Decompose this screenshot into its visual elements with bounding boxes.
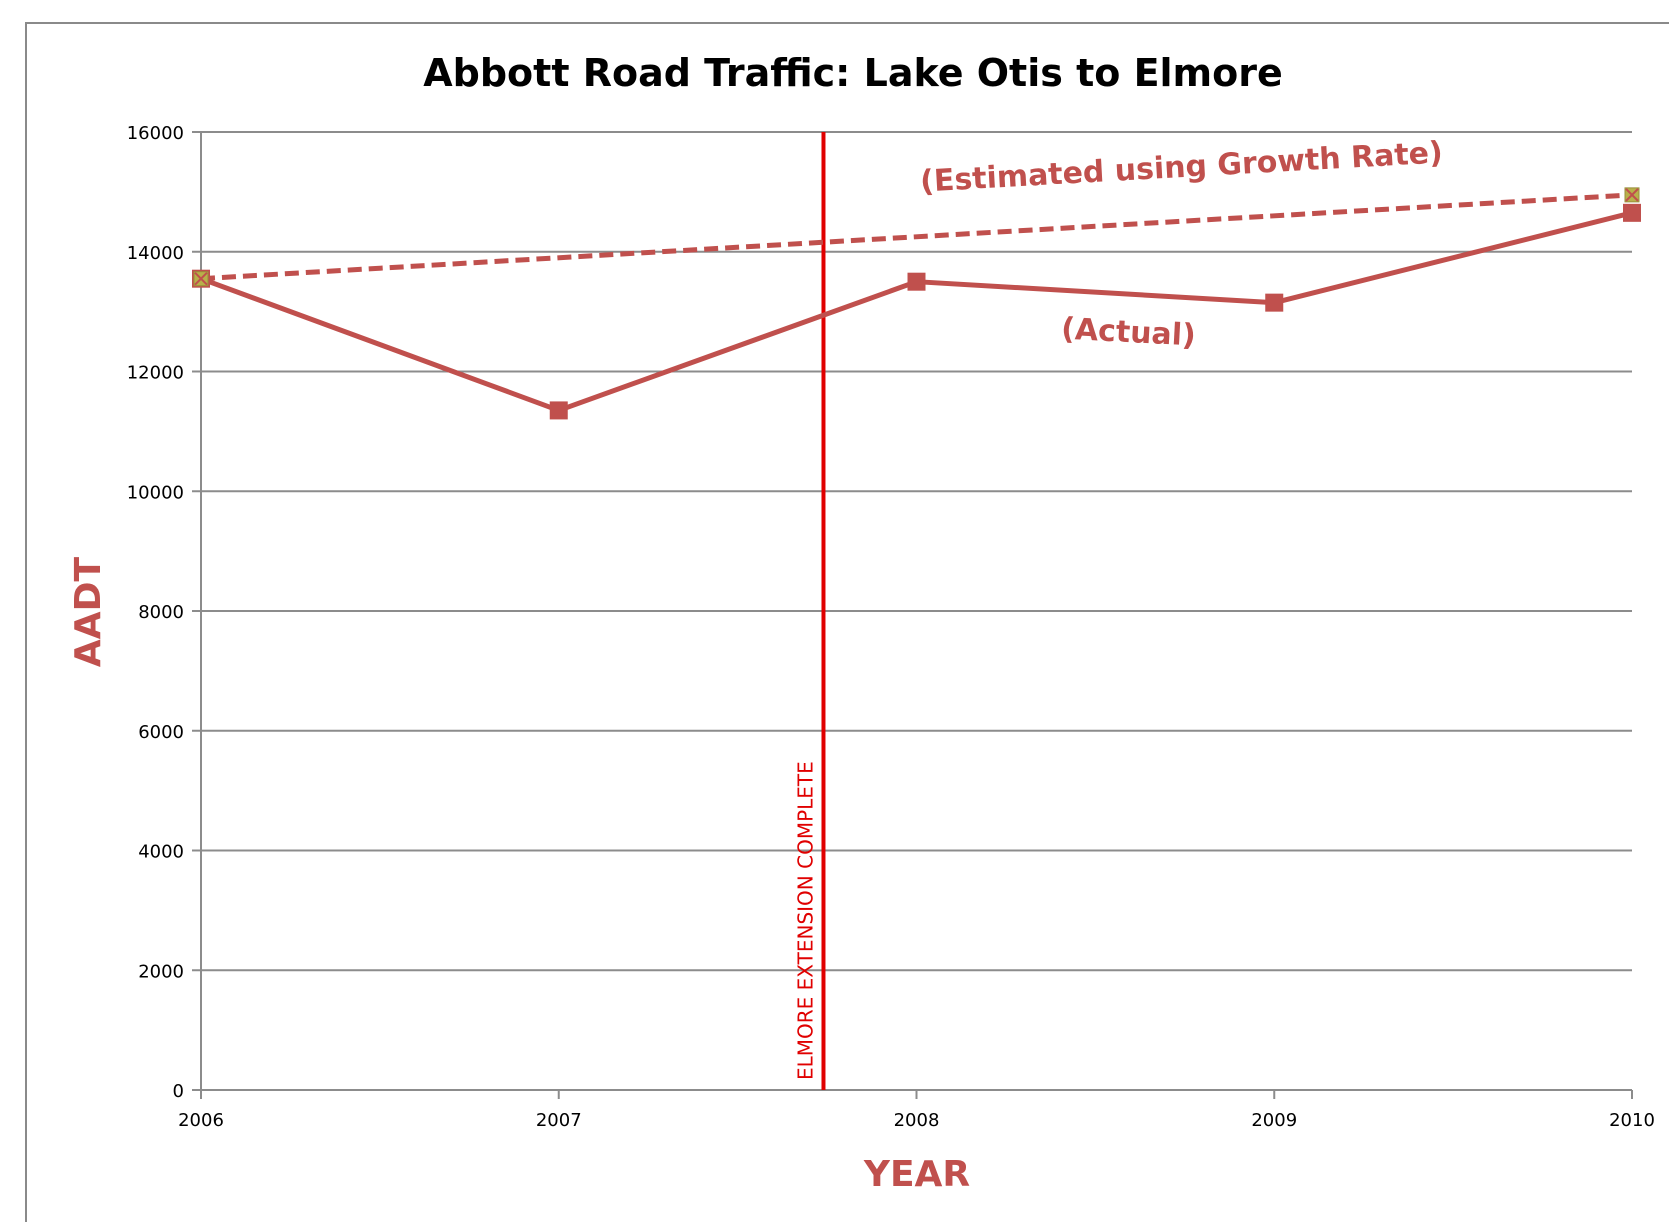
x-axis-label: YEAR [863,1154,970,1195]
series-line-actual [200,210,1633,413]
vertical-marker-label: ELMORE EXTENSION COMPLETE [793,761,817,1080]
y-tick-label-0: 0 [173,1081,184,1102]
series-group [192,187,1641,420]
y-tick-label-16000: 16000 [127,123,184,144]
chart-frame [25,22,1669,1222]
series-label-actual: (Actual) [1060,312,1196,354]
series-line-estimated [200,192,1633,282]
y-tick-label-10000: 10000 [127,482,184,503]
x-tick-label-2006: 2006 [178,1110,224,1131]
vertical-marker: ELMORE EXTENSION COMPLETE [793,132,826,1090]
axes [192,131,1633,1099]
point-actual-2008 [907,272,926,291]
y-tick-label-4000: 4000 [138,842,184,863]
y-tick-label-8000: 8000 [138,602,184,623]
y-tick-label-14000: 14000 [127,243,184,264]
series-label-estimated: (Estimated using Growth Rate) [919,135,1443,199]
y-tick-labels: 0 2000 4000 6000 8000 10000 12000 14000 16000 [127,123,184,1102]
x-tick-label-2010: 2010 [1609,1110,1655,1131]
x-tick-label-2008: 2008 [894,1110,940,1131]
point-actual-2007 [549,401,568,420]
x-tick-label-2009: 2009 [1251,1110,1297,1131]
x-tick-labels: 2006 2007 2008 2009 2010 [178,1110,1655,1131]
y-tick-label-2000: 2000 [138,961,184,982]
point-actual-2010 [1623,203,1641,222]
point-actual-2009 [1265,293,1284,312]
point-cross-estimated-2010 [1625,188,1639,202]
chart-title: Abbott Road Traffic: Lake Otis to Elmore [423,51,1283,95]
y-axis-label: AADT [68,556,109,667]
gridlines [201,131,1632,972]
point-cross-estimated-2006 [194,271,208,286]
x-tick-label-2007: 2007 [536,1110,582,1131]
y-tick-label-6000: 6000 [138,722,184,743]
y-tick-label-12000: 12000 [127,363,184,384]
